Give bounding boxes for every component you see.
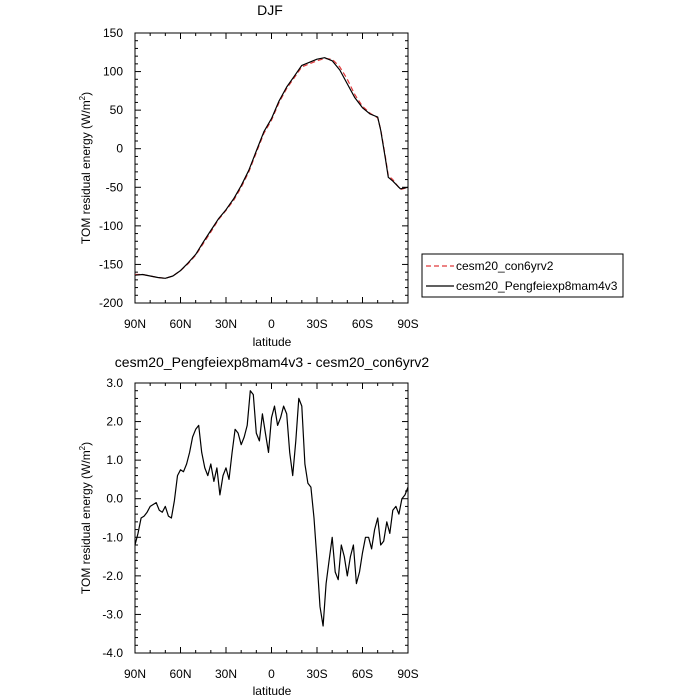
top-y-tick-label: 100 xyxy=(103,65,123,79)
top-y-tick-label: 150 xyxy=(103,26,123,40)
bottom-y-axis-title: TOM residual energy (W/m2) xyxy=(78,442,93,594)
legend: cesm20_con6yrv2 cesm20_Pengfeiexp8mam4v3 xyxy=(421,253,624,298)
bottom-x-axis-title: latitude xyxy=(253,684,292,698)
top-plot-frame xyxy=(134,32,409,304)
bottom-x-tick-label: 0 xyxy=(268,667,275,681)
bottom-y-tick-label: 1.0 xyxy=(106,453,123,467)
bottom-series-line-difference xyxy=(134,390,409,627)
bottom-y-axis-title-close: ) xyxy=(79,442,93,446)
top-y-axis: -200 -150 -100 -50 0 50 100 150 xyxy=(99,26,408,310)
bottom-chart-title: cesm20_Pengfeiexp8mam4v3 - cesm20_con6yr… xyxy=(115,354,430,370)
bottom-x-tick-label: 90S xyxy=(397,667,418,681)
top-chart-panel: DJF -200 -150 -100 -50 0 50 100 150 90N 60N 30N 0 3… xyxy=(78,2,419,349)
top-x-tick-label: 30N xyxy=(215,317,237,331)
bottom-series-group xyxy=(134,390,409,627)
bottom-y-axis: -4.0 -3.0 -2.0 -1.0 0.0 1.0 2.0 3.0 xyxy=(102,376,408,660)
bottom-x-tick-label: 30N xyxy=(215,667,237,681)
bottom-x-axis: 90N 60N 30N 0 30S 60S 90S xyxy=(124,383,419,681)
top-y-axis-title-sup: 2 xyxy=(78,95,87,100)
bottom-y-tick-label: -1.0 xyxy=(102,530,123,544)
top-y-axis-title-main: TOM residual energy (W/m xyxy=(79,100,93,244)
top-series-line-cesm20-pengfeiexp8mam4v3 xyxy=(134,57,409,279)
bottom-y-tick-label: 2.0 xyxy=(106,415,123,429)
top-y-tick-label: -150 xyxy=(99,257,123,271)
bottom-x-tick-label: 30S xyxy=(306,667,327,681)
bottom-y-tick-label: -4.0 xyxy=(102,646,123,660)
bottom-y-axis-title-sup: 2 xyxy=(78,445,87,450)
bottom-y-tick-label: 0.0 xyxy=(106,492,123,506)
bottom-y-tick-label: 3.0 xyxy=(106,376,123,390)
top-y-tick-label: -50 xyxy=(106,180,124,194)
legend-box xyxy=(421,253,624,298)
top-x-axis-title: latitude xyxy=(253,335,292,349)
top-chart-title: DJF xyxy=(257,2,283,18)
bottom-x-tick-label: 60S xyxy=(352,667,373,681)
legend-label-cesm20-pengfeiexp8mam4v3: cesm20_Pengfeiexp8mam4v3 xyxy=(456,279,618,293)
top-x-tick-label: 90S xyxy=(397,317,418,331)
top-x-axis: 90N 60N 30N 0 30S 60S 90S xyxy=(124,33,419,331)
bottom-x-tick-label: 60N xyxy=(169,667,191,681)
top-x-tick-label: 60N xyxy=(169,317,191,331)
top-series-line-cesm20-con6yrv2 xyxy=(135,57,409,279)
top-y-axis-title: TOM residual energy (W/m2) xyxy=(78,92,93,244)
bottom-y-axis-title-main: TOM residual energy (W/m xyxy=(79,450,93,594)
top-x-tick-label: 60S xyxy=(352,317,373,331)
top-x-tick-label: 90N xyxy=(124,317,146,331)
bottom-chart-panel: cesm20_Pengfeiexp8mam4v3 - cesm20_con6yr… xyxy=(78,354,429,698)
top-y-tick-label: 0 xyxy=(116,142,123,156)
legend-label-cesm20-con6yrv2: cesm20_con6yrv2 xyxy=(456,259,554,273)
top-y-tick-label: -200 xyxy=(99,296,123,310)
top-x-tick-label: 0 xyxy=(268,317,275,331)
top-y-tick-label: -100 xyxy=(99,219,123,233)
bottom-y-tick-label: -2.0 xyxy=(102,569,123,583)
top-x-tick-label: 30S xyxy=(306,317,327,331)
bottom-y-tick-label: -3.0 xyxy=(102,607,123,621)
top-y-tick-label: 50 xyxy=(110,103,124,117)
bottom-x-tick-label: 90N xyxy=(124,667,146,681)
top-series-group xyxy=(134,57,409,279)
top-y-axis-title-close: ) xyxy=(79,92,93,96)
